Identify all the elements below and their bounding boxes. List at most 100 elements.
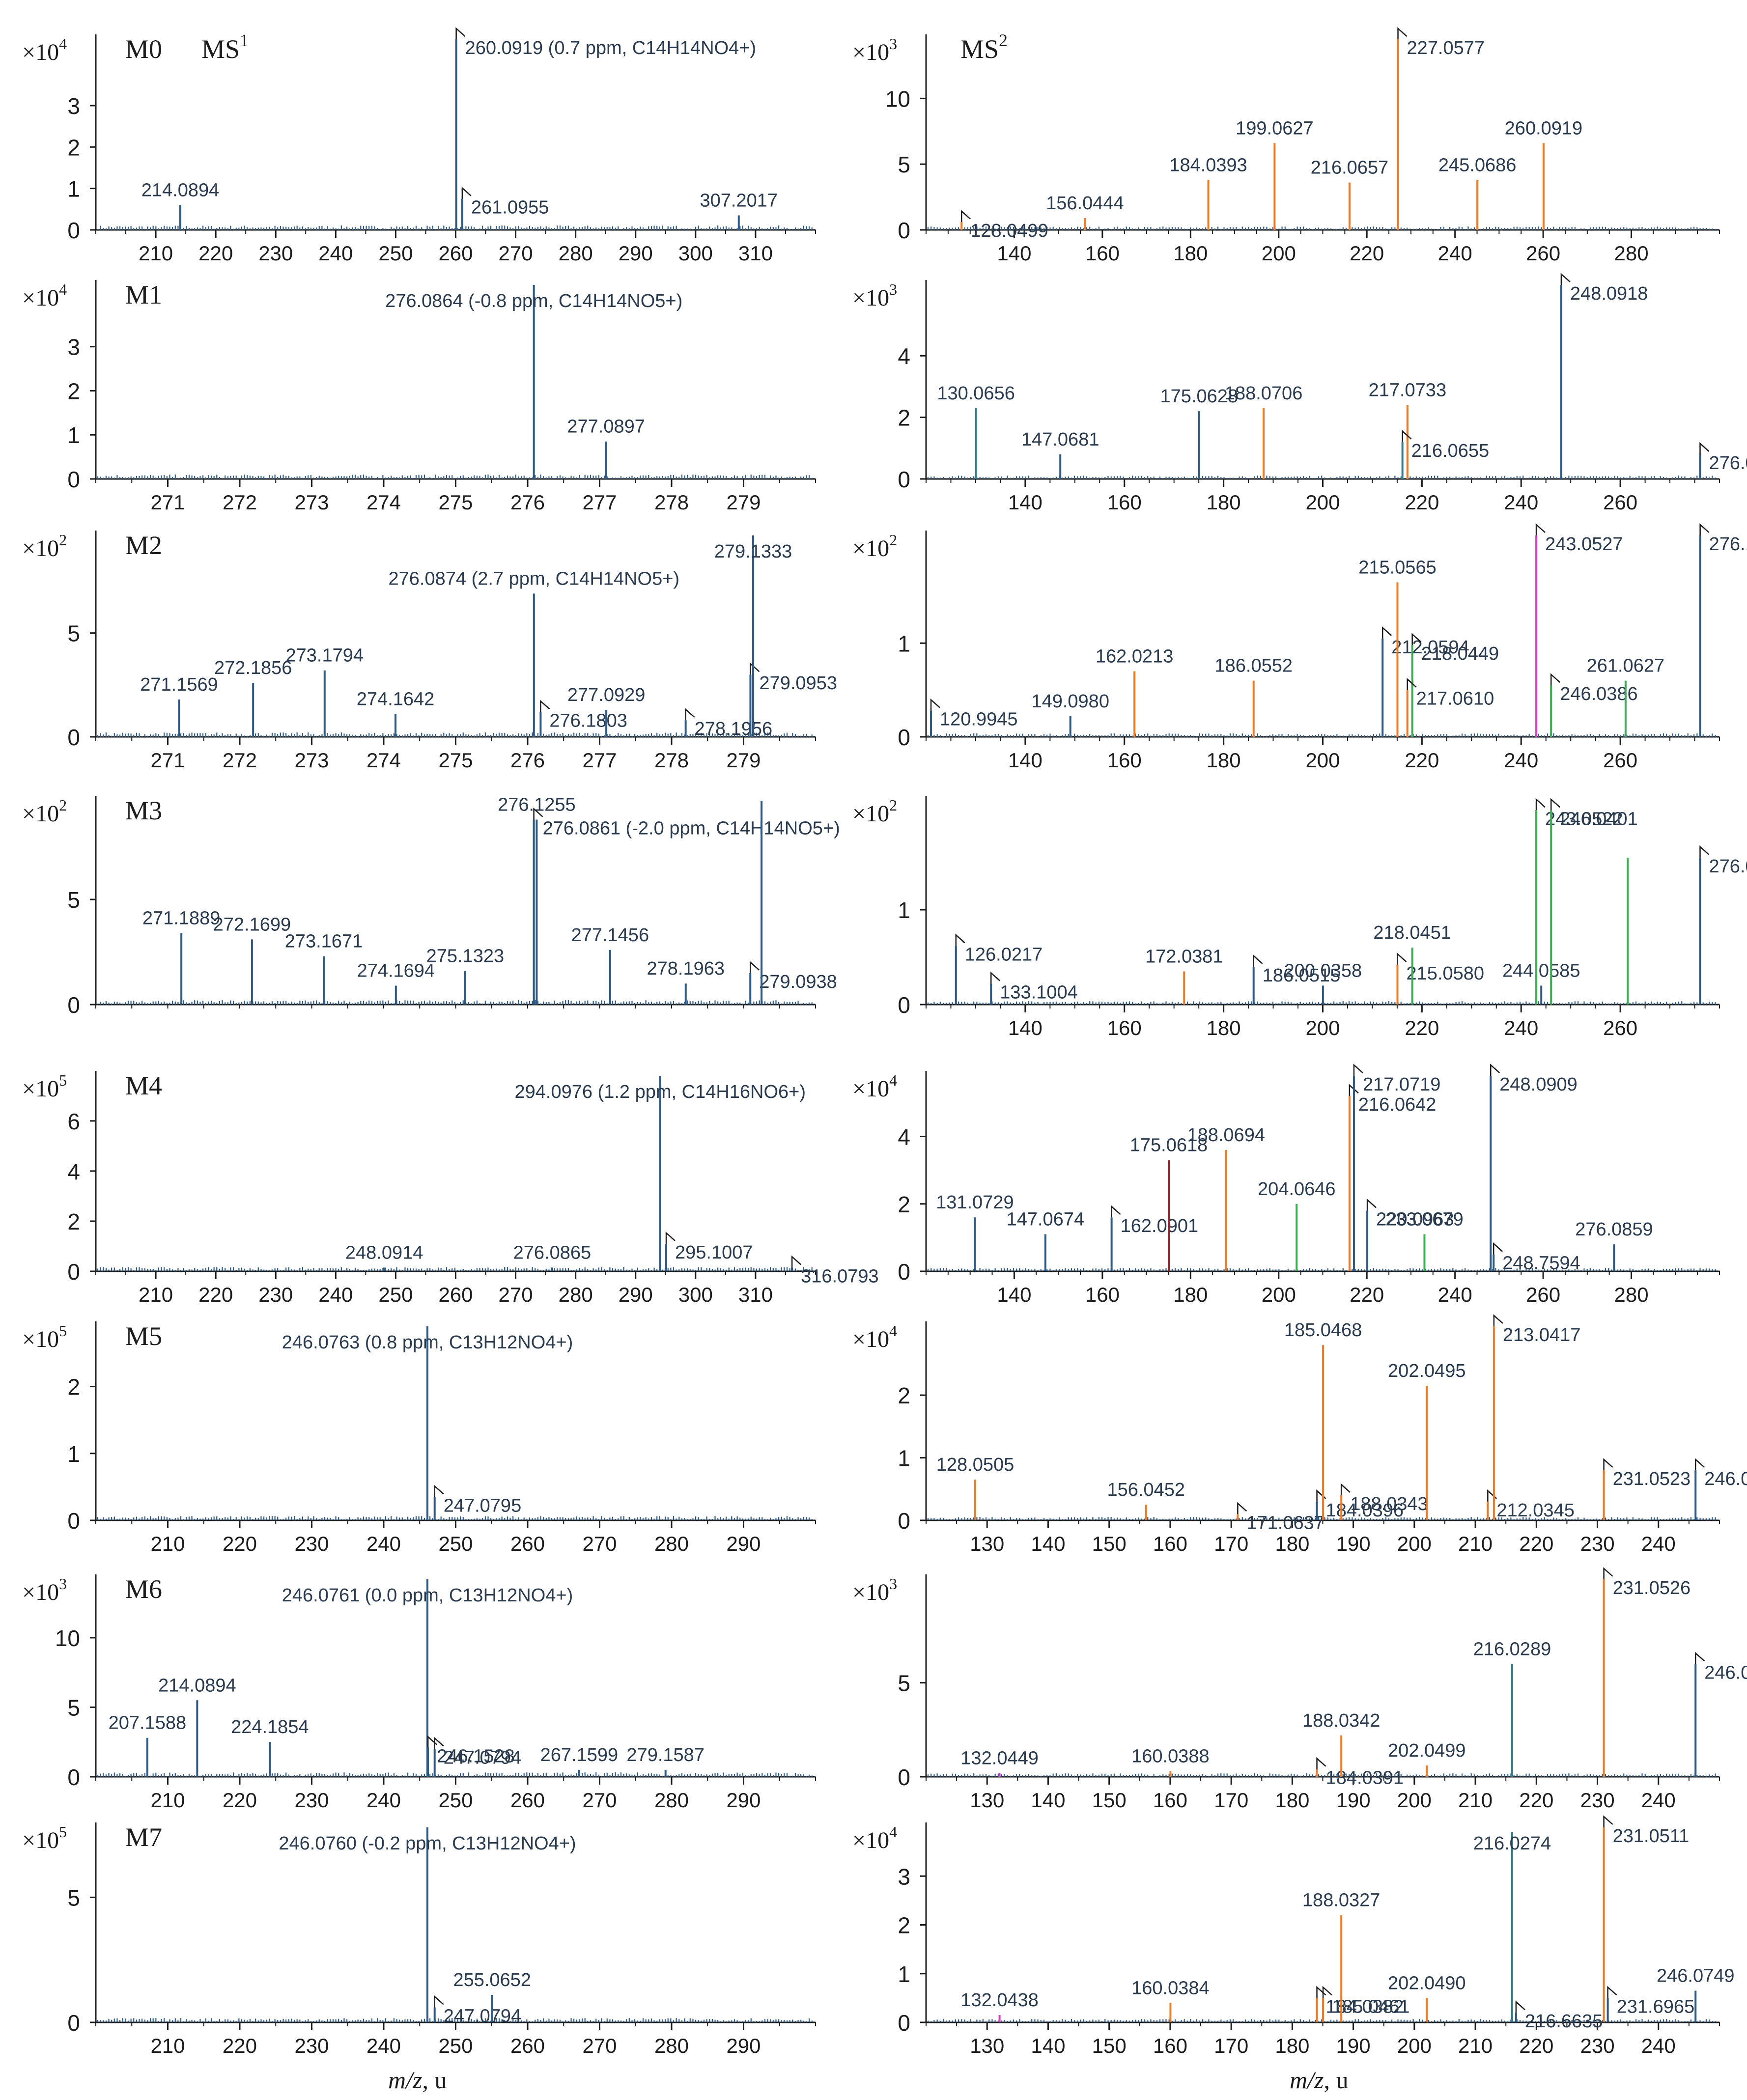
y-tick-label: 4 — [898, 343, 910, 369]
y-tick-label: 10 — [885, 86, 910, 112]
x-tick-label: 278 — [654, 749, 689, 772]
x-tick-label: 240 — [318, 1283, 353, 1306]
x-tick-label: 250 — [378, 1283, 413, 1306]
noise — [927, 733, 1716, 737]
peak-flag — [665, 1232, 676, 1244]
peak-label: 186.0552 — [1214, 656, 1293, 676]
peak-flag — [1111, 1205, 1121, 1218]
peak-flag — [533, 807, 543, 820]
y-tick-label: 1 — [67, 1441, 80, 1467]
peak-label: 188.0694 — [1187, 1125, 1265, 1146]
peak-label: 231.0523 — [1613, 1469, 1691, 1489]
y-multiplier: ×102 — [22, 796, 67, 827]
y-tick-label: 2 — [898, 1383, 910, 1408]
peak-label: 184.0391 — [1326, 1768, 1404, 1789]
y-multiplier-exponent: 3 — [889, 1575, 897, 1593]
y-multiplier: ×104 — [22, 35, 67, 65]
peak-flag — [1550, 798, 1561, 811]
peak-label: 273.1794 — [286, 645, 364, 666]
panel-label: M1 — [125, 280, 162, 309]
y-tick-label: 0 — [67, 992, 80, 1018]
peak-label: 133.1004 — [1000, 982, 1078, 1003]
y-tick-label: 0 — [898, 992, 910, 1018]
peak-label: 188.0706 — [1225, 383, 1303, 404]
y-multiplier: ×102 — [852, 796, 897, 827]
x-tick-label: 160 — [1085, 1283, 1120, 1306]
peak-flag — [1695, 1652, 1705, 1664]
peak-label: 245.0686 — [1438, 155, 1517, 175]
peak-flag — [930, 698, 940, 711]
peak-label: 307.2017 — [700, 190, 778, 211]
y-tick-label: 1 — [898, 897, 910, 923]
panel-label: M7 — [125, 1822, 162, 1852]
panel-m4-ms1: 0 2 4 6 210 220 230 240 250 260 270 280 290 300 310 ×10… — [22, 1071, 879, 1306]
x-tick-label: 140 — [1031, 1532, 1065, 1555]
x-tick-label: 270 — [582, 1789, 617, 1812]
peak-label: 120.9945 — [940, 709, 1017, 730]
x-tick-label: 230 — [1580, 1532, 1614, 1555]
peak-label: 276.1007 — [1709, 534, 1747, 555]
peak-label: 277.1456 — [571, 925, 649, 946]
peak-label: 248.0914 — [345, 1242, 423, 1263]
noise — [927, 226, 1716, 230]
x-tick-label: 230 — [294, 2034, 329, 2057]
panel-m1-ms1: 0 1 2 3 271 272 273 274 275 276 277 278 279 ×104 M1 276… — [22, 280, 816, 514]
noise — [97, 2018, 813, 2022]
peak-flag — [1349, 1084, 1359, 1096]
peak-label: 132.0449 — [960, 1748, 1039, 1768]
x-tick-label: 160 — [1107, 1016, 1142, 1039]
y-tick-label: 2 — [67, 135, 80, 160]
peak-label: 214.0894 — [141, 180, 220, 200]
x-tick-label: 240 — [366, 1789, 401, 1812]
panel-label: M2 — [125, 531, 162, 560]
peak-label: 126.0217 — [965, 944, 1043, 965]
panel-label: M4 — [125, 1071, 162, 1100]
peak-label: 215.0580 — [1406, 963, 1484, 984]
x-tick-label: 260 — [510, 2034, 545, 2057]
x-tick-label: 160 — [1153, 1532, 1187, 1555]
peak-label: 276.0865 — [513, 1242, 592, 1263]
peak-label: 276.0859 — [1575, 1219, 1653, 1240]
x-tick-label: 200 — [1262, 242, 1296, 265]
peak-label: 156.0444 — [1046, 193, 1124, 214]
x-tick-label: 270 — [499, 242, 533, 265]
x-tick-label: 280 — [559, 242, 593, 265]
y-multiplier: ×104 — [22, 280, 67, 311]
x-tick-label: 240 — [1641, 1532, 1676, 1555]
ms-header-sup: 2 — [999, 30, 1008, 50]
noise — [97, 1267, 813, 1271]
y-tick-label: 1 — [898, 631, 910, 656]
x-tick-label: 280 — [654, 2034, 689, 2057]
peak-label: 276.0861 (-2.0 ppm, C14H14NO5+) — [543, 818, 840, 839]
y-tick-label: 0 — [898, 218, 910, 243]
panel-m3-ms2: 0 1 140 160 180 200 220 240 260 ×102 126.0217 133.1… — [852, 796, 1747, 1039]
x-tick-label: 270 — [582, 2034, 617, 2057]
peak-flag — [791, 1255, 801, 1268]
x-tick-label: 220 — [1405, 749, 1439, 772]
x-tick-label: 290 — [726, 1532, 761, 1555]
peak-label: 246.0401 — [1560, 809, 1638, 829]
x-tick-label: 240 — [318, 242, 353, 265]
x-tick-label: 240 — [366, 1532, 401, 1555]
peak-label: 276.0874 (2.7 ppm, C14H14NO5+) — [389, 568, 680, 589]
peak-flag — [1381, 626, 1392, 639]
peak-flag — [960, 210, 971, 222]
x-tick-label: 210 — [1458, 1789, 1493, 1812]
x-tick-label: 310 — [738, 1283, 773, 1306]
peak-label: 246.1528 — [437, 1746, 515, 1767]
x-tick-label: 210 — [1458, 1532, 1493, 1555]
ms-header: MS2 — [960, 30, 1008, 64]
x-tick-label: 260 — [438, 242, 473, 265]
x-tick-label: 220 — [1519, 1532, 1553, 1555]
panel-m0-ms1: 0 1 2 3 210 220 230 240 250 260 270 280 290 300 310 ×10… — [22, 27, 816, 265]
x-tick-label: 170 — [1214, 1532, 1248, 1555]
panel-label: M0 — [125, 34, 162, 64]
peak-label: 215.0565 — [1358, 557, 1437, 578]
noise — [927, 1773, 1716, 1777]
peak-label: 233.0679 — [1385, 1209, 1464, 1230]
x-tick-label: 140 — [1008, 749, 1043, 772]
x-tick-label: 260 — [1603, 749, 1637, 772]
peak-flag — [1490, 1064, 1500, 1076]
peak-flag — [750, 662, 760, 675]
